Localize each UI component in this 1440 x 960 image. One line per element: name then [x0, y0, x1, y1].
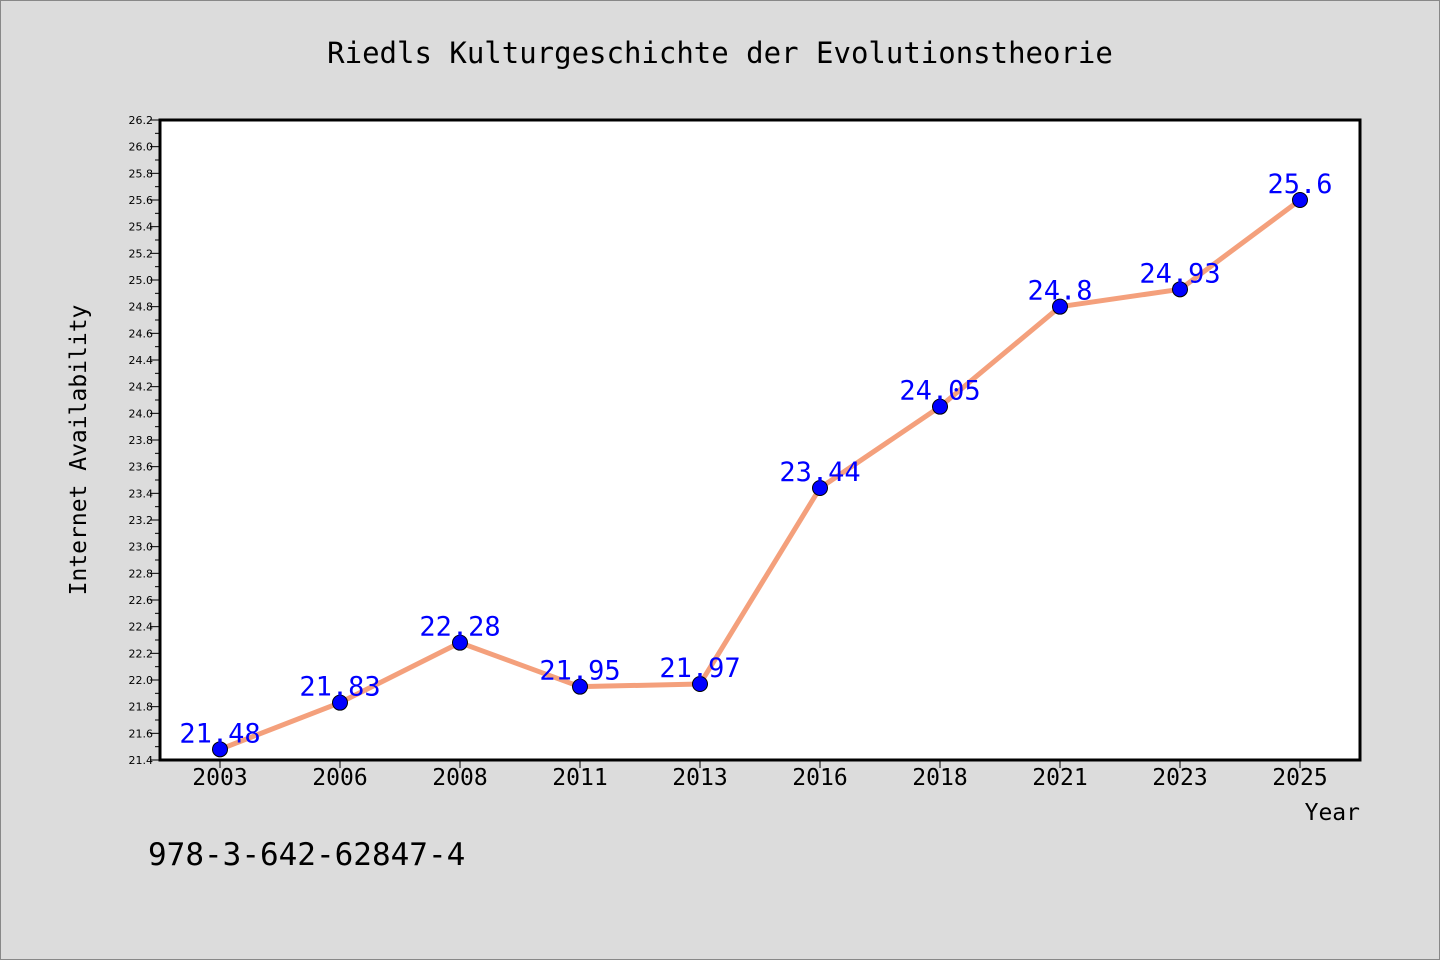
- y-axis: 21.4 21.6 21.8 22.0 22.2 22.4 22.6 22.8 23.0 23.2…: [129, 114, 160, 767]
- y-tick-label: 23.8: [129, 434, 154, 447]
- y-tick-label: 25.2: [129, 247, 154, 260]
- y-tick-label: 26.0: [129, 141, 154, 154]
- y-tick-label: 23.2: [129, 514, 154, 527]
- x-tick-label: 2003: [192, 765, 247, 791]
- y-tick-label: 23.0: [129, 541, 154, 554]
- y-tick-label: 22.4: [129, 621, 154, 634]
- data-point: [1052, 298, 1068, 315]
- x-tick-label: 2018: [912, 765, 967, 791]
- data-label: 21.48: [179, 718, 260, 749]
- data-label: 21.83: [299, 672, 380, 703]
- data-point: [1292, 192, 1308, 208]
- y-tick-label: 21.4: [129, 754, 154, 767]
- x-tick-label: 2008: [432, 765, 487, 791]
- y-tick-label: 26.2: [129, 114, 154, 127]
- data-label: 23.44: [779, 457, 860, 488]
- y-tick-label: 23.4: [129, 487, 154, 500]
- y-tick-label: 25.8: [129, 167, 154, 180]
- x-tick-label: 2021: [1032, 765, 1087, 791]
- data-label: 21.97: [659, 653, 740, 684]
- y-tick-label: 24.4: [129, 354, 154, 367]
- x-tick-label: 2011: [552, 765, 607, 791]
- x-tick-label: 2016: [792, 765, 847, 791]
- data-label: 25.6: [1267, 169, 1332, 200]
- y-tick-label: 24.2: [129, 381, 154, 394]
- data-label: 21.95: [539, 656, 620, 687]
- y-tick-label: 25.6: [129, 194, 154, 207]
- plot-area: [158, 118, 1362, 762]
- y-tick-label: 23.6: [129, 461, 154, 474]
- series-line: [217, 197, 1303, 752]
- data-points: [212, 192, 1308, 758]
- y-tick-label: 21.6: [129, 727, 154, 740]
- data-point: [572, 678, 588, 695]
- y-tick-label: 24.6: [129, 327, 154, 340]
- data-point: [212, 741, 228, 758]
- data-label: 24.05: [899, 376, 980, 407]
- data-point: [812, 480, 828, 496]
- x-tick-label: 2013: [672, 765, 727, 791]
- data-label: 22.28: [419, 612, 500, 643]
- data-point: [332, 694, 348, 711]
- y-tick-label: 21.8: [129, 701, 154, 714]
- data-label: 24.8: [1027, 276, 1092, 307]
- y-tick-label: 22.8: [129, 567, 154, 580]
- data-labels: 21.48 21.83 22.28 21.95 21.97 23.44 24.05 24.8 2…: [179, 169, 1332, 749]
- y-tick-label: 25.4: [129, 221, 154, 234]
- y-tick-label: 24.0: [129, 407, 154, 420]
- y-tick-label: 22.2: [129, 647, 154, 660]
- y-tick-label: 22.6: [129, 594, 154, 607]
- x-axis-label: Year: [1305, 800, 1360, 826]
- x-axis: 2003 2006 2008 2011 2013 2016 2018 2021 2023 2025: [192, 760, 1328, 791]
- y-axis-label: Internet Availability: [66, 305, 92, 596]
- data-point: [692, 676, 708, 692]
- isbn-text: 978-3-642-62847-4: [148, 837, 465, 873]
- data-point: [452, 634, 468, 651]
- chart-title: Riedls Kulturgeschichte der Evolutionsth…: [327, 36, 1113, 70]
- y-tick-label: 24.8: [129, 301, 154, 314]
- y-tick-label: 22.0: [129, 674, 154, 687]
- data-point: [932, 398, 948, 415]
- data-label: 24.93: [1139, 258, 1220, 289]
- data-point: [1172, 281, 1188, 298]
- y-tick-label: 25.0: [129, 274, 154, 287]
- x-tick-label: 2023: [1152, 765, 1207, 791]
- x-tick-label: 2006: [312, 765, 367, 791]
- x-tick-label: 2025: [1272, 765, 1327, 791]
